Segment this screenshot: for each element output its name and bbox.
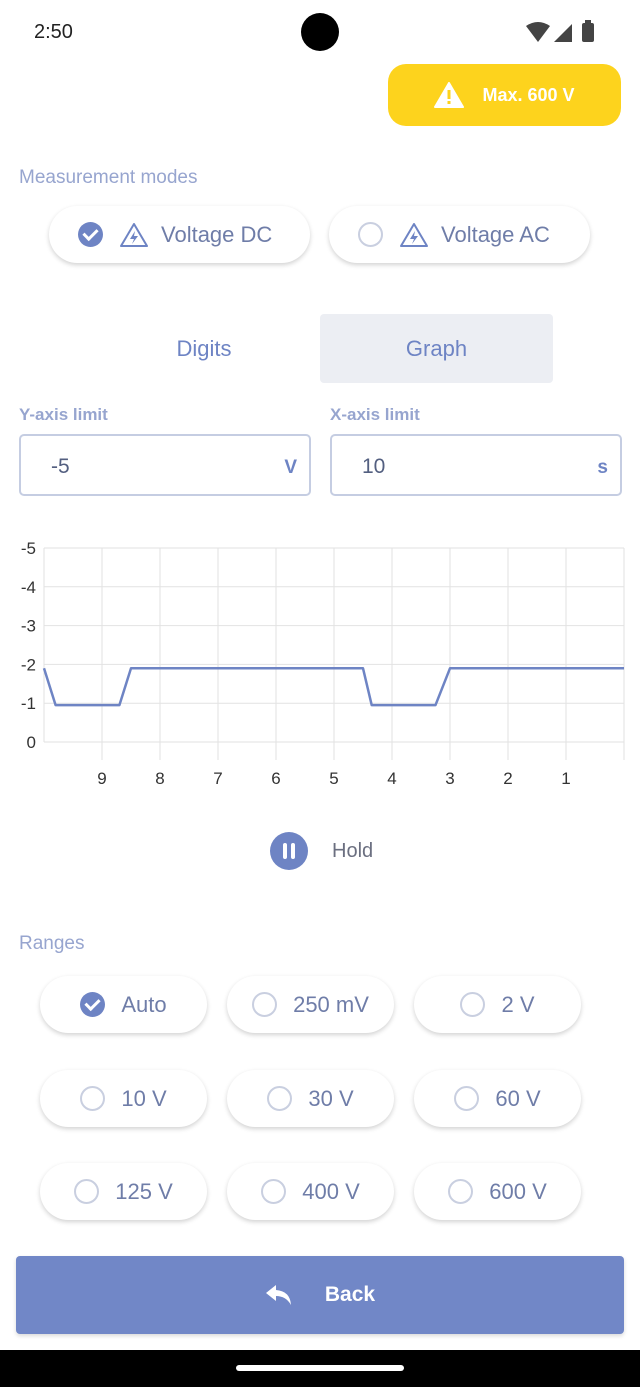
range-60v[interactable]: 60 V xyxy=(414,1070,581,1127)
voltage-graph: -5 -4 -3 -2 -1 0 9 8 7 6 5 4 3 2 1 xyxy=(21,539,625,788)
measurement-modes-title: Measurement modes xyxy=(19,167,198,188)
voltage-icon xyxy=(120,222,148,247)
signal-icon xyxy=(554,24,572,42)
reply-arrow-icon xyxy=(265,1285,291,1305)
range-label: 60 V xyxy=(495,1085,541,1111)
y-axis-limit-unit: V xyxy=(284,457,297,478)
y-tick-label: 0 xyxy=(27,733,36,752)
mode-voltage-dc[interactable]: Voltage DC xyxy=(49,206,310,263)
range-label: 400 V xyxy=(302,1178,360,1204)
hold-control[interactable]: Hold xyxy=(270,832,373,870)
x-axis-limit-field[interactable]: 10 s xyxy=(330,434,622,496)
x-tick-label: 9 xyxy=(97,769,106,788)
hold-label: Hold xyxy=(332,839,374,862)
range-label: 600 V xyxy=(489,1178,547,1204)
y-tick-label: -2 xyxy=(21,655,36,674)
status-bar: 2:50 xyxy=(0,0,640,64)
x-tick-label: 8 xyxy=(155,769,164,788)
y-axis-limit-label: Y-axis limit xyxy=(19,405,108,424)
y-tick-label: -4 xyxy=(21,578,36,597)
x-axis-limit-value: 10 xyxy=(362,455,386,478)
x-tick-label: 6 xyxy=(271,769,280,788)
max-voltage-warning-button[interactable]: Max. 600 V xyxy=(388,64,621,126)
range-400v[interactable]: 400 V xyxy=(227,1163,394,1220)
range-600v[interactable]: 600 V xyxy=(414,1163,581,1220)
range-label: Auto xyxy=(121,991,167,1017)
x-axis-limit-unit: s xyxy=(597,457,608,478)
range-125v[interactable]: 125 V xyxy=(40,1163,207,1220)
range-2v[interactable]: 2 V xyxy=(414,976,581,1033)
range-10v[interactable]: 10 V xyxy=(40,1070,207,1127)
x-tick-label: 5 xyxy=(329,769,338,788)
navigation-bar xyxy=(0,1350,640,1387)
radio-checked xyxy=(80,992,106,1017)
x-tick-label: 4 xyxy=(387,769,396,788)
tab-digits[interactable]: Digits xyxy=(176,335,232,361)
tab-graph[interactable]: Graph xyxy=(320,314,553,383)
camera-cutout xyxy=(301,13,339,51)
range-label: 30 V xyxy=(308,1085,354,1111)
voltage-series-line xyxy=(42,667,624,707)
radio-unchecked xyxy=(454,1086,480,1111)
radio-unchecked xyxy=(267,1086,293,1111)
radio-unchecked xyxy=(74,1179,100,1204)
home-handle[interactable] xyxy=(236,1365,404,1371)
radio-unchecked xyxy=(358,222,383,247)
y-tick-label: -1 xyxy=(21,694,36,713)
y-axis-limit-value: -5 xyxy=(51,455,70,478)
mode-voltage-ac[interactable]: Voltage AC xyxy=(329,206,590,263)
battery-icon xyxy=(582,23,594,42)
y-tick-label: -3 xyxy=(21,617,36,636)
y-axis-limit-field[interactable]: -5 V xyxy=(19,434,311,496)
status-time: 2:50 xyxy=(34,21,73,43)
status-icons xyxy=(526,20,594,42)
x-tick-label: 2 xyxy=(503,769,512,788)
ranges-title: Ranges xyxy=(19,933,85,954)
x-tick-label: 1 xyxy=(561,769,570,788)
radio-unchecked xyxy=(448,1179,474,1204)
y-tick-label: -5 xyxy=(21,539,36,558)
pause-icon[interactable] xyxy=(270,832,308,870)
radio-unchecked xyxy=(460,992,486,1017)
range-30v[interactable]: 30 V xyxy=(227,1070,394,1127)
mode-label: Voltage AC xyxy=(441,221,550,247)
range-label: 10 V xyxy=(121,1085,167,1111)
radio-checked xyxy=(78,222,103,247)
mode-label: Voltage DC xyxy=(161,221,273,247)
back-button[interactable]: Back xyxy=(16,1256,624,1334)
radio-unchecked xyxy=(80,1086,106,1111)
radio-unchecked xyxy=(261,1179,287,1204)
back-label: Back xyxy=(324,1283,376,1306)
range-label: 125 V xyxy=(115,1178,173,1204)
x-tick-label: 3 xyxy=(445,769,454,788)
range-auto[interactable]: Auto xyxy=(40,976,207,1033)
radio-unchecked xyxy=(252,992,278,1017)
voltage-icon xyxy=(400,222,428,247)
range-250mv[interactable]: 250 mV xyxy=(227,976,394,1033)
range-label: 2 V xyxy=(501,991,535,1017)
range-label: 250 mV xyxy=(293,991,369,1017)
x-axis-limit-label: X-axis limit xyxy=(330,405,420,424)
x-tick-label: 7 xyxy=(213,769,222,788)
wifi-icon xyxy=(526,22,550,42)
warning-triangle-icon xyxy=(434,82,465,108)
max-voltage-label: Max. 600 V xyxy=(482,84,575,105)
